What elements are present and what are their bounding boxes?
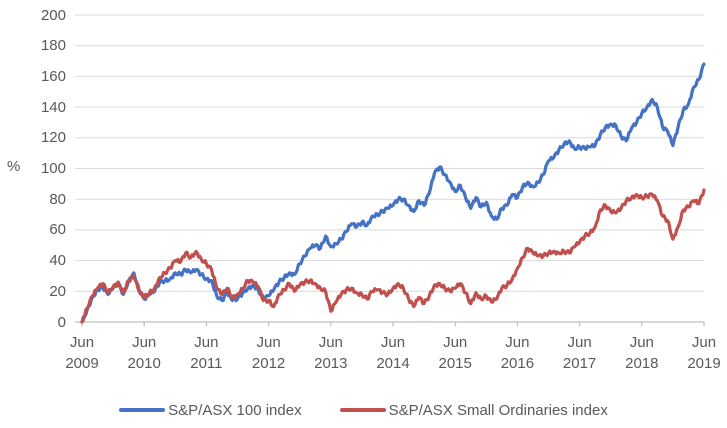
y-tick-label: 80: [49, 190, 66, 208]
x-tick-month: Jun: [318, 334, 343, 351]
x-tick-month: Jun: [69, 334, 95, 351]
legend: S&P/ASX 100 index S&P/ASX Small Ordinari…: [0, 398, 727, 422]
y-tick-label: 200: [40, 6, 66, 24]
x-tick-year: 2012: [251, 355, 286, 372]
y-tick-label: 20: [49, 282, 66, 300]
x-tick-month: Jun: [443, 334, 468, 351]
x-tick-label: Jun 2014: [361, 332, 425, 374]
y-tick-label: 100: [40, 160, 66, 177]
x-tick-month: Jun: [691, 334, 717, 351]
legend-item-asx100: S&P/ASX 100 index: [119, 401, 302, 419]
x-tick-year: 2016: [500, 355, 535, 372]
x-tick-month: Jun: [256, 334, 281, 351]
series-line-asx100: [80, 62, 706, 324]
x-tick-year: 2015: [438, 355, 472, 372]
x-tick-year: 2013: [314, 355, 348, 372]
x-tick-month: Jun: [132, 334, 157, 351]
x-tick-month: Jun: [505, 334, 530, 351]
y-tick-label: 0: [57, 313, 66, 331]
x-tick-label: Jun 2012: [237, 332, 301, 374]
legend-label-asx100: S&P/ASX 100 index: [168, 401, 302, 419]
x-tick-label: Jun 2018: [610, 332, 674, 374]
y-tick-label: 160: [40, 67, 66, 85]
x-tick-year: 2009: [65, 355, 99, 372]
x-tick-year: 2017: [562, 355, 597, 372]
legend-label-small-ordinaries: S&P/ASX Small Ordinaries index: [388, 401, 608, 419]
x-tick-year: 2018: [625, 355, 659, 372]
x-tick-month: Jun: [194, 334, 219, 351]
x-tick-label: Jun 2019: [672, 332, 727, 374]
x-tick-label: Jun 2011: [174, 332, 238, 374]
y-tick-label: 120: [40, 129, 66, 147]
legend-item-small-ordinaries: S&P/ASX Small Ordinaries index: [339, 401, 608, 419]
x-tick-year: 2010: [127, 355, 161, 372]
x-tick-label: Jun 2009: [50, 332, 114, 374]
x-tick-year: 2011: [190, 355, 223, 372]
y-tick-label: 180: [40, 37, 66, 55]
x-tick-year: 2014: [376, 355, 410, 372]
series-line-small-ordinaries: [80, 188, 706, 324]
y-tick-label: 40: [49, 252, 66, 270]
x-tick-label: Jun 2010: [112, 332, 176, 374]
x-tick-label: Jun 2017: [548, 332, 612, 374]
x-tick-label: Jun 2013: [299, 332, 363, 374]
x-tick-year: 2019: [687, 355, 721, 372]
x-tick-label: Jun 2015: [423, 332, 487, 374]
x-tick-month: Jun: [567, 334, 592, 351]
x-tick-label: Jun 2016: [485, 332, 549, 374]
y-axis-title: %: [7, 158, 21, 175]
legend-marker-small-ordinaries: [339, 408, 386, 412]
legend-marker-asx100: [119, 408, 166, 412]
y-tick-label: 60: [49, 221, 66, 239]
x-tick-month: Jun: [380, 334, 406, 351]
x-tick-month: Jun: [629, 334, 654, 351]
y-tick-label: 140: [40, 98, 66, 116]
